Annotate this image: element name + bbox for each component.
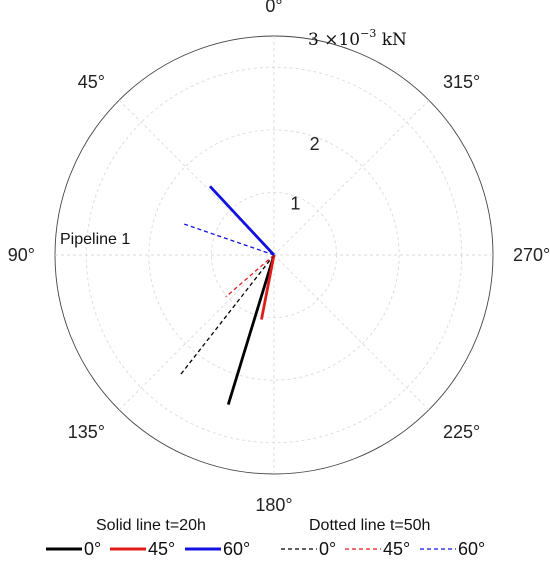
radial-grid-circle [148, 129, 400, 381]
series-line-solid-2 [208, 185, 276, 256]
angle-tick-label: 270° [513, 245, 550, 265]
legend-solid-heading: Solid line t=20h [96, 517, 206, 534]
angle-tick-label: 135° [68, 422, 105, 442]
legend-label: 0° [319, 539, 336, 559]
legend-label: 60° [458, 539, 485, 559]
angular-grid-spoke [273, 99, 430, 256]
radial-unit-label: 3 ×10−3 kN [308, 27, 407, 50]
legend-dotted-heading: Dotted line t=50h [309, 517, 430, 534]
angular-grid-spoke [118, 254, 275, 411]
angle-tick-label: 90° [8, 245, 35, 265]
angle-tick-label: 45° [78, 72, 105, 92]
series-line-solid-0 [226, 254, 276, 406]
legend-label: 45° [383, 539, 410, 559]
series-line-solid-1 [260, 254, 276, 320]
radial-unit-base: 3 ×10 [308, 30, 360, 50]
series-line-dotted-4 [225, 254, 275, 298]
angle-tick-label: 315° [443, 72, 480, 92]
legend-label: 45° [148, 539, 175, 559]
pipeline-annotation: Pipeline 1 [60, 231, 130, 248]
legend-label: 60° [223, 539, 250, 559]
series-line-dotted-3 [179, 254, 275, 377]
series-group [179, 185, 276, 406]
radial-unit-exponent: −3 [360, 27, 376, 40]
radial-tick-label: 1 [290, 193, 300, 213]
label-group: 0° 45° 90° 135° 180° 225° 270° 315° 1 2 [8, 0, 550, 515]
angle-tick-label: 180° [255, 495, 292, 515]
radial-tick-label: 2 [310, 134, 320, 154]
legend: 0° 45° 60° 0° 45° 60° [46, 539, 485, 559]
legend-label: 0° [84, 539, 101, 559]
angle-tick-label: 225° [443, 422, 480, 442]
series-line-dotted-5 [183, 223, 275, 256]
polar-grid [54, 35, 494, 475]
radial-unit-suffix: kN [376, 30, 407, 50]
angle-tick-label: 0° [265, 0, 282, 16]
angular-grid-spoke [273, 254, 430, 411]
